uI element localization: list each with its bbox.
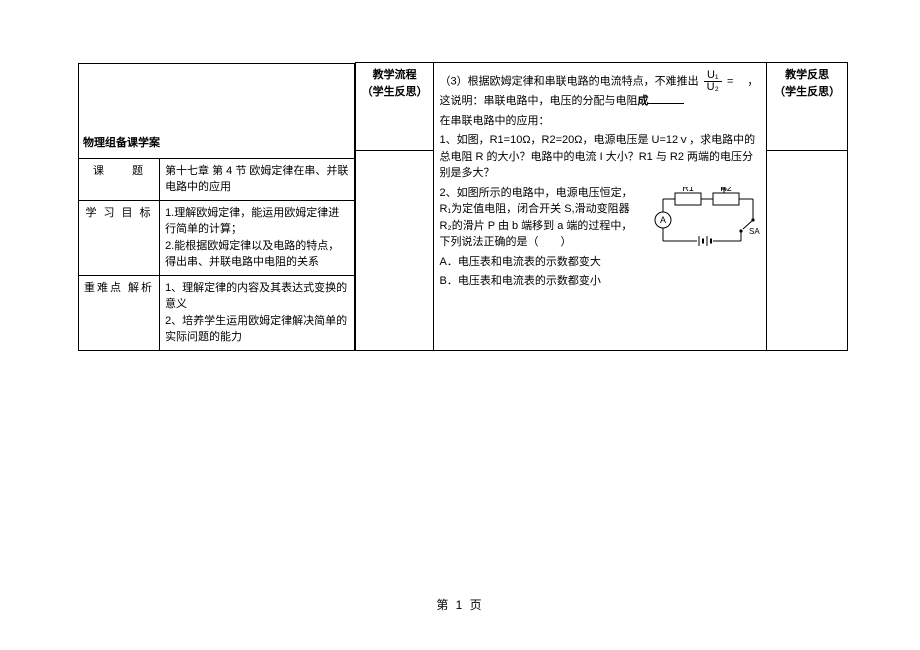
ammeter-label: A bbox=[660, 215, 666, 225]
page-footer: 第 1 页 bbox=[0, 596, 920, 613]
circuit-switch-label: SA bbox=[749, 227, 760, 236]
circuit-r2-label: R2 bbox=[721, 187, 733, 193]
col-header-teachflow: 教学流程 （学生反思） bbox=[355, 63, 434, 151]
goal-label: 学 习 目 标 bbox=[79, 200, 160, 275]
circuit-r1-label: R1 bbox=[683, 187, 695, 193]
diff-label: 重难点 解析 bbox=[79, 275, 160, 350]
goal-value: 1.理解欧姆定律，能运用欧姆定律进行简单的计算； 2.能根据欧姆定律以及电路的特… bbox=[160, 200, 355, 275]
item3-bold: 成 bbox=[637, 95, 648, 107]
col-header-reflect: 教学反思 （学生反思） bbox=[767, 63, 848, 151]
fraction-u1u2: U₁ U₂ bbox=[704, 70, 722, 93]
option-b: B．电压表和电流表的示数都变小 bbox=[439, 273, 761, 290]
frac-den: U₂ bbox=[704, 82, 722, 93]
lesson-plan-title: 物理组备课学案 bbox=[79, 63, 355, 158]
reflect-line1: 教学反思 bbox=[785, 69, 829, 81]
blank-underline bbox=[648, 94, 684, 104]
reflect-body bbox=[767, 151, 848, 351]
apply-heading: 在串联电路中的应用： bbox=[439, 113, 761, 130]
question-1: 1、如图，R1=10Ω，R2=20Ω，电源电压是 U=12ｖ，求电路中的总电阻 … bbox=[439, 132, 761, 182]
teachflow-line1: 教学流程 bbox=[373, 69, 417, 81]
diff-value: 1、理解定律的内容及其表达式变换的意义 2、培养学生运用欧姆定律解决简单的实际问… bbox=[160, 275, 355, 350]
topic-label: 课 题 bbox=[79, 158, 160, 200]
circuit-diagram: R1 R2 SA bbox=[641, 187, 761, 263]
item3-lead: （3）根据欧姆定律和串联电路的电流特点，不难推出 bbox=[439, 75, 698, 87]
reflect-line2: （学生反思） bbox=[774, 86, 840, 98]
teachflow-line2: （学生反思） bbox=[362, 86, 428, 98]
teachflow-body bbox=[355, 151, 434, 351]
topic-value: 第十七章 第 4 节 欧姆定律在串、并联电路中的应用 bbox=[160, 158, 355, 200]
item-3-line: （3）根据欧姆定律和串联电路的电流特点，不难推出 U₁ U₂ = ，这说明：串联… bbox=[439, 70, 761, 110]
main-content-cell: （3）根据欧姆定律和串联电路的电流特点，不难推出 U₁ U₂ = ，这说明：串联… bbox=[434, 63, 767, 351]
